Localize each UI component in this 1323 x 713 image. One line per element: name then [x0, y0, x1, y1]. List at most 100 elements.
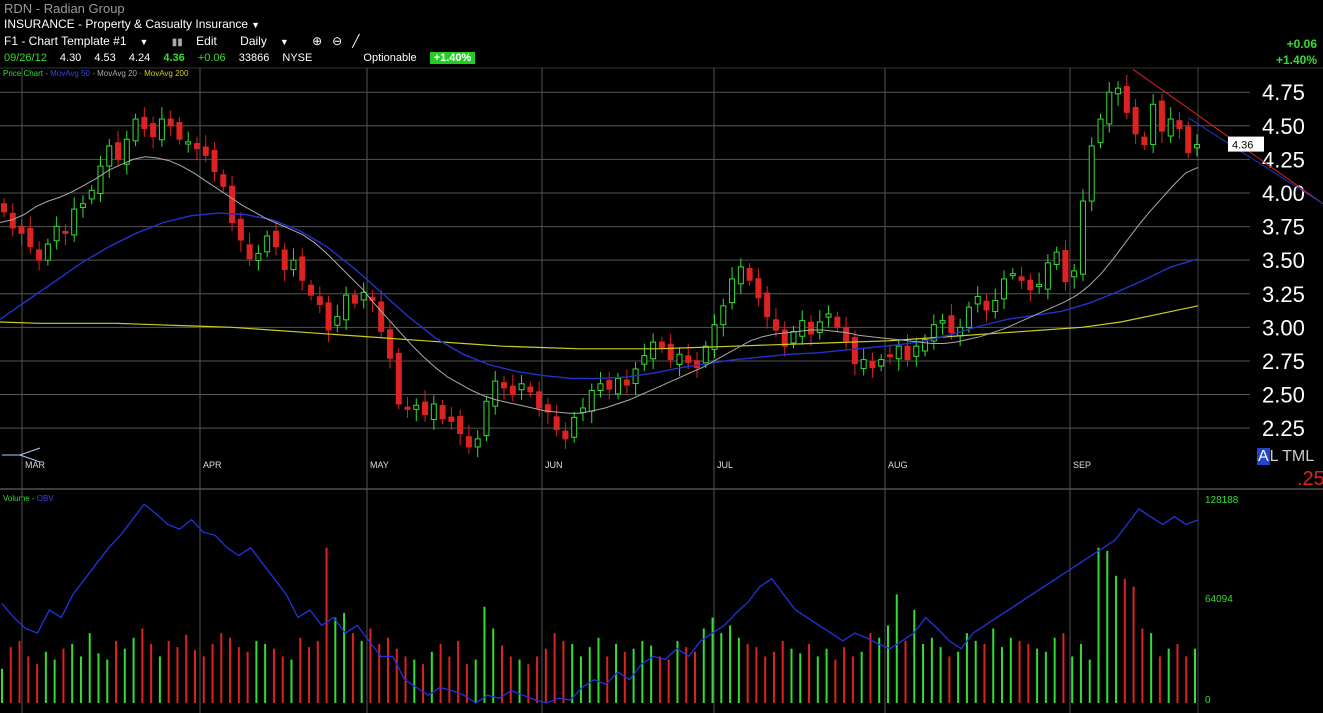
candle-body [1185, 126, 1192, 154]
candle-body [720, 305, 727, 326]
candle-body [930, 324, 937, 342]
candle-body [571, 416, 578, 438]
candle-body [641, 355, 648, 365]
interval-dropdown[interactable]: Daily ▼ [240, 34, 299, 48]
quote-open: 4.30 [59, 52, 82, 64]
pct-change-badge: +1.40% [429, 52, 476, 64]
candle-body [536, 391, 543, 409]
draw-line-icon[interactable]: ╱ [352, 34, 360, 48]
candle-body [193, 143, 200, 150]
candle-body [676, 353, 683, 365]
candle-body [132, 118, 139, 142]
candle-body [834, 316, 841, 328]
candle-body [448, 416, 455, 422]
template-dropdown[interactable]: F1 - Chart Template #1 ▼ [4, 34, 158, 48]
candle-body [27, 227, 34, 248]
candle-body [281, 249, 288, 271]
candle-body [62, 230, 69, 234]
price-tick-label: 3.25 [1262, 282, 1305, 307]
month-label: SEP [1073, 460, 1091, 470]
candle-body [588, 390, 595, 412]
candle-body [729, 278, 736, 304]
candle-body [790, 330, 797, 344]
zoom-in-icon[interactable]: ⊕ [312, 34, 323, 48]
month-label: AUG [888, 460, 908, 470]
candle-body [1027, 279, 1034, 291]
quote-exchange: NYSE [282, 52, 313, 64]
candle-body [158, 118, 165, 141]
candle-body [992, 299, 999, 312]
candle-body [939, 320, 946, 324]
ma50-line [0, 212, 1199, 380]
candle-body [141, 116, 148, 129]
industry-dropdown[interactable]: INSURANCE - Property & Casualty Insuranc… [4, 17, 260, 31]
candle-body [597, 383, 604, 391]
candle-body [615, 377, 622, 395]
quote-low: 4.24 [128, 52, 151, 64]
candle-body [693, 360, 700, 369]
candle-body [913, 345, 920, 357]
price-tick-label: 2.75 [1262, 349, 1305, 374]
candle-body [764, 292, 771, 318]
candle-body [878, 359, 885, 367]
change-abs: +0.06 [1286, 37, 1317, 51]
price-tick-label: 4.00 [1262, 181, 1305, 206]
candle-body [843, 326, 850, 342]
trendline-blue [1187, 117, 1323, 205]
quote-date: 09/26/12 [4, 52, 47, 64]
altml-control[interactable]: AL TML [1257, 448, 1314, 466]
candle-body [685, 355, 692, 363]
candle-body [869, 360, 876, 369]
price-tick-label: 2.50 [1262, 383, 1305, 408]
ma200-line [0, 305, 1199, 350]
candle-body [378, 301, 385, 332]
candle-body [395, 352, 402, 405]
candle-body [1194, 144, 1200, 149]
candle-body [667, 343, 674, 361]
ma20-label: MovAvg 20 [97, 69, 137, 78]
candle-body [325, 302, 332, 331]
candle-body [334, 316, 341, 326]
candle-body [255, 252, 262, 261]
quote-high: 4.53 [94, 52, 116, 64]
candle-body [150, 123, 157, 138]
candle-body [290, 259, 297, 271]
candle-body [18, 225, 25, 234]
candle-body [1150, 103, 1157, 146]
candle-body [1123, 86, 1130, 113]
price-tick-label: 3.50 [1262, 248, 1305, 273]
candle-body [351, 294, 358, 304]
price-chart-label: Price Chart [3, 69, 44, 78]
candle-body [808, 321, 815, 335]
candle-body [1071, 270, 1078, 278]
volume-label: Volume [3, 494, 30, 503]
candle-body [1115, 87, 1122, 95]
candle-body [211, 150, 218, 172]
candle-body [1079, 200, 1086, 275]
candle-body [1036, 283, 1043, 287]
price-panel-legend: Price Chart - MovAvg 50 - MovAvg 20 - Mo… [3, 69, 189, 78]
candle-body [229, 185, 236, 224]
candle-body [71, 208, 78, 236]
candle-body [106, 145, 113, 167]
candle-body [272, 230, 279, 248]
toolbar: F1 - Chart Template #1 ▼ ▮▮ Edit Daily ▼ ⊕… [4, 34, 369, 48]
candle-body [501, 382, 508, 389]
candle-body [650, 341, 657, 360]
candle-body [825, 313, 832, 318]
candle-body [483, 400, 490, 437]
candle-body [386, 329, 393, 359]
candle-body [974, 295, 981, 305]
obv-label: OBV [36, 494, 54, 503]
price-tick-label: 4.25 [1262, 147, 1305, 172]
candle-body [202, 146, 209, 156]
edit-button[interactable]: ▮▮ Edit [172, 34, 227, 48]
quote-volume: 33866 [238, 52, 270, 64]
zoom-out-icon[interactable]: ⊖ [332, 34, 343, 48]
candle-body [422, 401, 429, 416]
candle-body [755, 278, 762, 299]
candle-body [1, 203, 7, 213]
candle-body [1106, 91, 1113, 125]
candle-body [983, 300, 990, 311]
